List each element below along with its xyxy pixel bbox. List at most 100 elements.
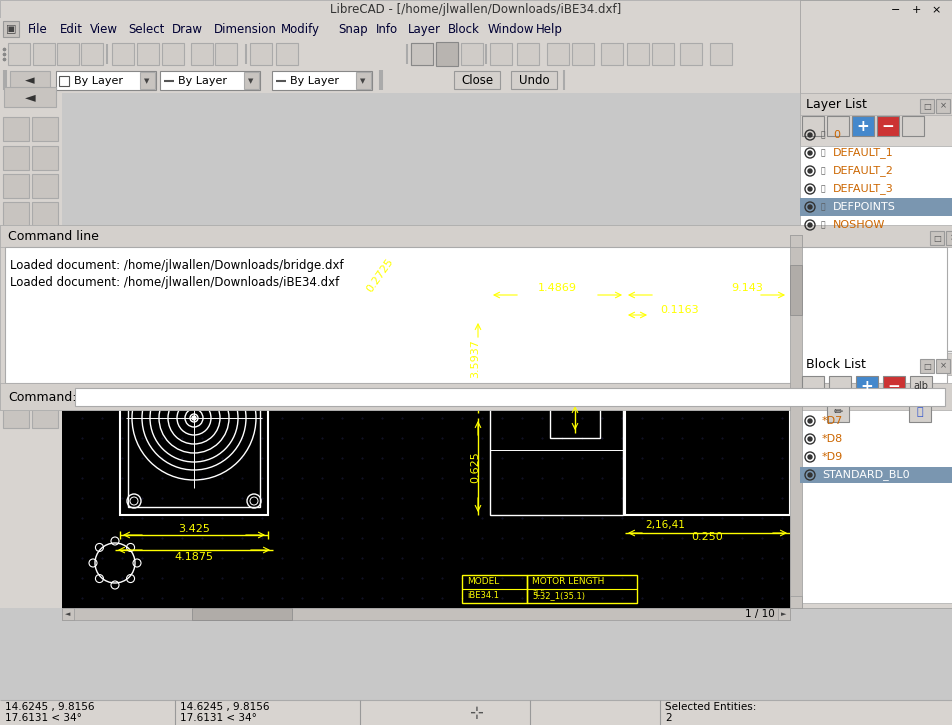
Text: 🔒: 🔒: [821, 184, 825, 194]
Bar: [0, 93, 62, 608]
Bar: [920, 359, 934, 373]
Bar: [3, 21, 19, 37]
Text: ▼: ▼: [248, 78, 253, 84]
Bar: [0, 225, 952, 247]
Text: ◄: ◄: [25, 75, 35, 88]
Bar: [10, 71, 50, 90]
Bar: [8, 43, 30, 65]
Bar: [856, 376, 878, 396]
Text: ×: ×: [940, 362, 946, 370]
Bar: [272, 71, 372, 90]
Bar: [790, 596, 802, 608]
Text: □: □: [933, 233, 941, 242]
Text: 17.6131 < 34°: 17.6131 < 34°: [5, 713, 82, 723]
Bar: [436, 43, 458, 65]
Bar: [59, 76, 69, 86]
Text: Loaded document: /home/jlwallen/Downloads/iBE34.dxf: Loaded document: /home/jlwallen/Download…: [10, 276, 339, 289]
Text: 5.32_1(35.1): 5.32_1(35.1): [532, 592, 585, 600]
Circle shape: [808, 133, 812, 137]
Text: Snap: Snap: [338, 22, 367, 36]
Text: ⊹: ⊹: [469, 704, 483, 722]
Bar: [790, 235, 802, 608]
Text: +: +: [911, 5, 921, 15]
Bar: [877, 116, 899, 136]
Text: Command:: Command:: [8, 391, 76, 404]
Bar: [215, 43, 237, 65]
Text: 0.625: 0.625: [470, 451, 480, 483]
Bar: [625, 320, 790, 515]
Bar: [527, 575, 637, 603]
Bar: [928, 4, 944, 16]
Text: ◄: ◄: [66, 611, 70, 617]
Bar: [3, 174, 29, 198]
Bar: [462, 575, 527, 603]
Text: 0: 0: [833, 130, 840, 140]
Bar: [3, 230, 29, 254]
Bar: [627, 43, 649, 65]
Bar: [32, 376, 58, 400]
Bar: [936, 99, 950, 113]
Bar: [829, 376, 851, 396]
Text: 🔒: 🔒: [821, 149, 825, 157]
Bar: [62, 608, 74, 620]
Bar: [800, 146, 952, 603]
Text: NOSHOW: NOSHOW: [833, 220, 885, 230]
Text: Select: Select: [128, 22, 165, 36]
Bar: [411, 43, 433, 65]
Circle shape: [808, 205, 812, 209]
Bar: [800, 93, 952, 115]
Text: Help: Help: [536, 22, 563, 36]
Bar: [547, 43, 569, 65]
Circle shape: [808, 419, 812, 423]
Bar: [250, 43, 272, 65]
Text: Command line: Command line: [8, 230, 99, 242]
Text: −: −: [887, 378, 901, 394]
Text: 1 / 10: 1 / 10: [745, 609, 775, 619]
Bar: [32, 288, 58, 312]
Bar: [32, 230, 58, 254]
Bar: [0, 383, 952, 410]
Text: *D9: *D9: [822, 452, 843, 462]
Text: DEFPOINTS: DEFPOINTS: [833, 202, 896, 212]
Bar: [710, 43, 732, 65]
Bar: [32, 260, 58, 284]
Bar: [461, 43, 483, 65]
Text: 0.1163: 0.1163: [661, 305, 700, 315]
Text: □: □: [923, 102, 931, 110]
Bar: [0, 68, 952, 93]
Text: 🔒: 🔒: [821, 220, 825, 230]
Text: 3.5937: 3.5937: [470, 339, 480, 378]
Bar: [0, 700, 952, 725]
Text: 🔒: 🔒: [821, 167, 825, 175]
Text: STANDARD_BL0: STANDARD_BL0: [822, 470, 909, 481]
Bar: [128, 328, 260, 507]
Text: Block List: Block List: [806, 357, 866, 370]
Bar: [191, 43, 213, 65]
Bar: [120, 320, 268, 515]
Text: alb: alb: [914, 381, 928, 391]
Bar: [411, 43, 433, 65]
Text: ▼: ▼: [145, 78, 149, 84]
Bar: [3, 288, 29, 312]
Bar: [56, 71, 156, 90]
Bar: [356, 72, 371, 89]
Bar: [517, 43, 539, 65]
Bar: [800, 467, 952, 483]
Bar: [936, 359, 950, 373]
Bar: [930, 231, 944, 245]
Bar: [802, 116, 824, 136]
Text: Selected Entities:: Selected Entities:: [665, 702, 757, 712]
Bar: [902, 116, 924, 136]
Text: Block: Block: [448, 22, 480, 36]
Text: −: −: [882, 118, 894, 133]
Text: Loaded document: /home/jlwallen/Downloads/bridge.dxf: Loaded document: /home/jlwallen/Download…: [10, 259, 344, 271]
Circle shape: [808, 223, 812, 227]
Text: ◄: ◄: [25, 90, 35, 104]
Text: Layer List: Layer List: [806, 97, 867, 110]
Circle shape: [808, 187, 812, 191]
Bar: [3, 146, 29, 170]
Text: ▼: ▼: [360, 78, 366, 84]
Bar: [800, 0, 952, 608]
Text: 🔒: 🔒: [821, 202, 825, 212]
Bar: [3, 260, 29, 284]
